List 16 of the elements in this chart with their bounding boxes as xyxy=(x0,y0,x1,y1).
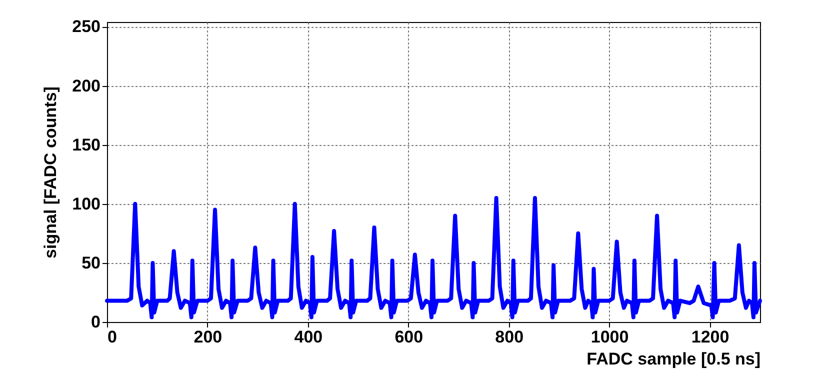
x-tick-label: 1200 xyxy=(691,328,730,346)
x-tick-label: 1000 xyxy=(590,328,629,346)
x-tick-label: 800 xyxy=(495,328,524,346)
x-tick-label: 600 xyxy=(394,328,424,346)
y-tick-label: 0 xyxy=(91,312,100,332)
y-tick-label: 100 xyxy=(72,194,100,214)
y-axis-title: signal [FADC counts] xyxy=(41,86,60,258)
y-tick-label: 50 xyxy=(82,253,100,272)
x-tick-label: 200 xyxy=(194,328,222,346)
y-tick-label: 200 xyxy=(72,76,100,96)
x-tick-label: 0 xyxy=(108,328,117,346)
y-tick-label: 150 xyxy=(72,135,100,154)
x-axis-title: FADC sample [0.5 ns] xyxy=(586,350,760,368)
x-tick-label: 400 xyxy=(294,328,323,346)
y-tick-label: 250 xyxy=(72,17,100,36)
line-series xyxy=(105,196,762,320)
